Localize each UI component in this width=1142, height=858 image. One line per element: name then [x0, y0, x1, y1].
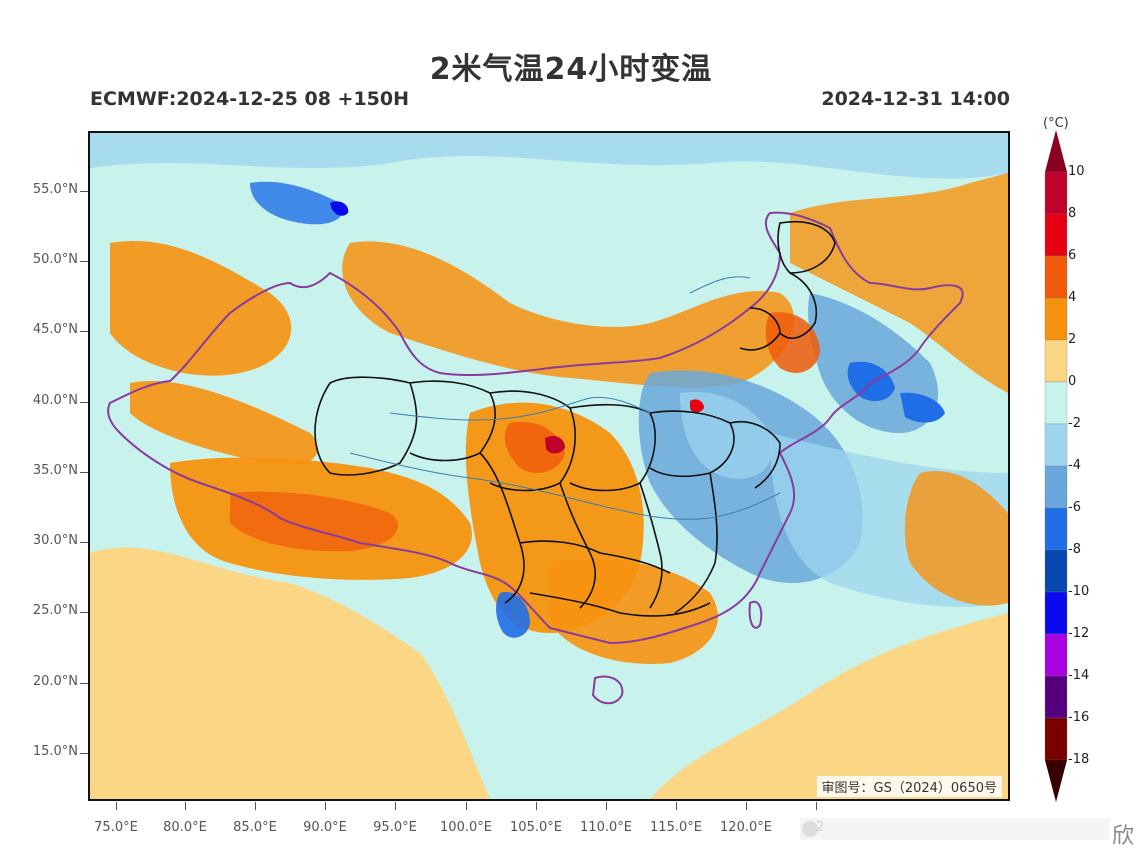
lat-tick: [80, 753, 88, 754]
lat-label: 35.0°N: [32, 463, 78, 478]
lon-tick: [816, 802, 817, 810]
lat-label: 40.0°N: [32, 393, 78, 408]
lon-label: 90.0°E: [303, 820, 347, 835]
colorbar-tick-label: -2: [1068, 416, 1081, 431]
lat-label: 25.0°N: [32, 603, 78, 618]
colorbar-tick-label: -8: [1068, 542, 1081, 557]
colorbar-tick-label: -4: [1068, 458, 1081, 473]
lon-tick: [536, 802, 537, 810]
lat-label: 45.0°N: [32, 322, 78, 337]
lon-label: 75.0°E: [94, 820, 138, 835]
lon-tick: [466, 802, 467, 810]
colorbar-segment: [1044, 633, 1068, 677]
colorbar-tick-label: -10: [1068, 584, 1090, 599]
colorbar-segment: [1044, 255, 1068, 299]
colorbar-segment: [1044, 339, 1068, 383]
colorbar-tick-label: -16: [1068, 710, 1090, 725]
lat-label: 20.0°N: [32, 674, 78, 689]
model-run-label: ECMWF:2024-12-25 08 +150H: [90, 88, 410, 110]
lon-label: 95.0°E: [373, 820, 417, 835]
colorbar-unit: (°C): [1043, 116, 1069, 131]
colorbar-segment: [1044, 171, 1068, 215]
colorbar-segment: [1044, 423, 1068, 467]
lat-tick: [80, 191, 88, 192]
lon-tick: [255, 802, 256, 810]
colorbar-segment: [1044, 465, 1068, 509]
colorbar-tick-label: 4: [1068, 290, 1077, 305]
chart-title: 2米气温24小时变温: [429, 52, 713, 87]
colorbar-bottom-extension: [1045, 760, 1067, 802]
temperature-change-map: [90, 133, 1008, 799]
lon-tick: [606, 802, 607, 810]
map-panel: 审图号：GS（2024）0650号: [88, 131, 1010, 801]
colorbar-tick-label: -12: [1068, 626, 1090, 641]
valid-time-label: 2024-12-31 14:00: [821, 88, 1010, 110]
lat-label: 15.0°N: [32, 744, 78, 759]
map-approval-number: 审图号：GS（2024）0650号: [816, 776, 1002, 797]
lat-label: 30.0°N: [32, 533, 78, 548]
colorbar-tick-label: 2: [1068, 332, 1077, 347]
colorbar-segment: [1044, 297, 1068, 341]
lon-tick: [746, 802, 747, 810]
lon-label: 85.0°E: [233, 820, 277, 835]
lon-tick: [676, 802, 677, 810]
lat-tick: [80, 402, 88, 403]
colorbar: [1044, 130, 1068, 802]
colorbar-segment: [1044, 675, 1068, 719]
lat-label: 50.0°N: [32, 252, 78, 267]
lat-tick: [80, 612, 88, 613]
lon-label: 115.0°E: [650, 820, 702, 835]
lat-tick: [80, 683, 88, 684]
colorbar-segment: [1044, 591, 1068, 635]
colorbar-segment: [1044, 213, 1068, 257]
lon-tick: [325, 802, 326, 810]
colorbar-tick-label: 8: [1068, 206, 1077, 221]
colorbar-segment: [1044, 549, 1068, 593]
lon-tick: [116, 802, 117, 810]
lon-label: 80.0°E: [163, 820, 207, 835]
lon-tick: [395, 802, 396, 810]
colorbar-tick-label: -18: [1068, 752, 1090, 767]
lat-tick: [80, 331, 88, 332]
lon-label: 105.0°E: [510, 820, 562, 835]
watermark-bar: [800, 818, 1110, 840]
lat-tick: [80, 261, 88, 262]
colorbar-tick-label: 0: [1068, 374, 1077, 389]
lon-tick: [185, 802, 186, 810]
colorbar-segment: [1044, 381, 1068, 425]
lon-label: 100.0°E: [440, 820, 492, 835]
colorbar-tick-label: 6: [1068, 248, 1077, 263]
colorbar-tick-label: 10: [1068, 164, 1085, 179]
lon-label: 110.0°E: [580, 820, 632, 835]
colorbar-tick-label: -14: [1068, 668, 1090, 683]
lat-tick: [80, 542, 88, 543]
colorbar-tick-label: -6: [1068, 500, 1081, 515]
colorbar-segment: [1044, 717, 1068, 761]
colorbar-top-extension: [1045, 130, 1067, 172]
watermark-text: 欣: [1111, 824, 1134, 849]
lon-label: 120.0°E: [720, 820, 772, 835]
colorbar-segment: [1044, 507, 1068, 551]
lat-tick: [80, 472, 88, 473]
lat-label: 55.0°N: [32, 182, 78, 197]
